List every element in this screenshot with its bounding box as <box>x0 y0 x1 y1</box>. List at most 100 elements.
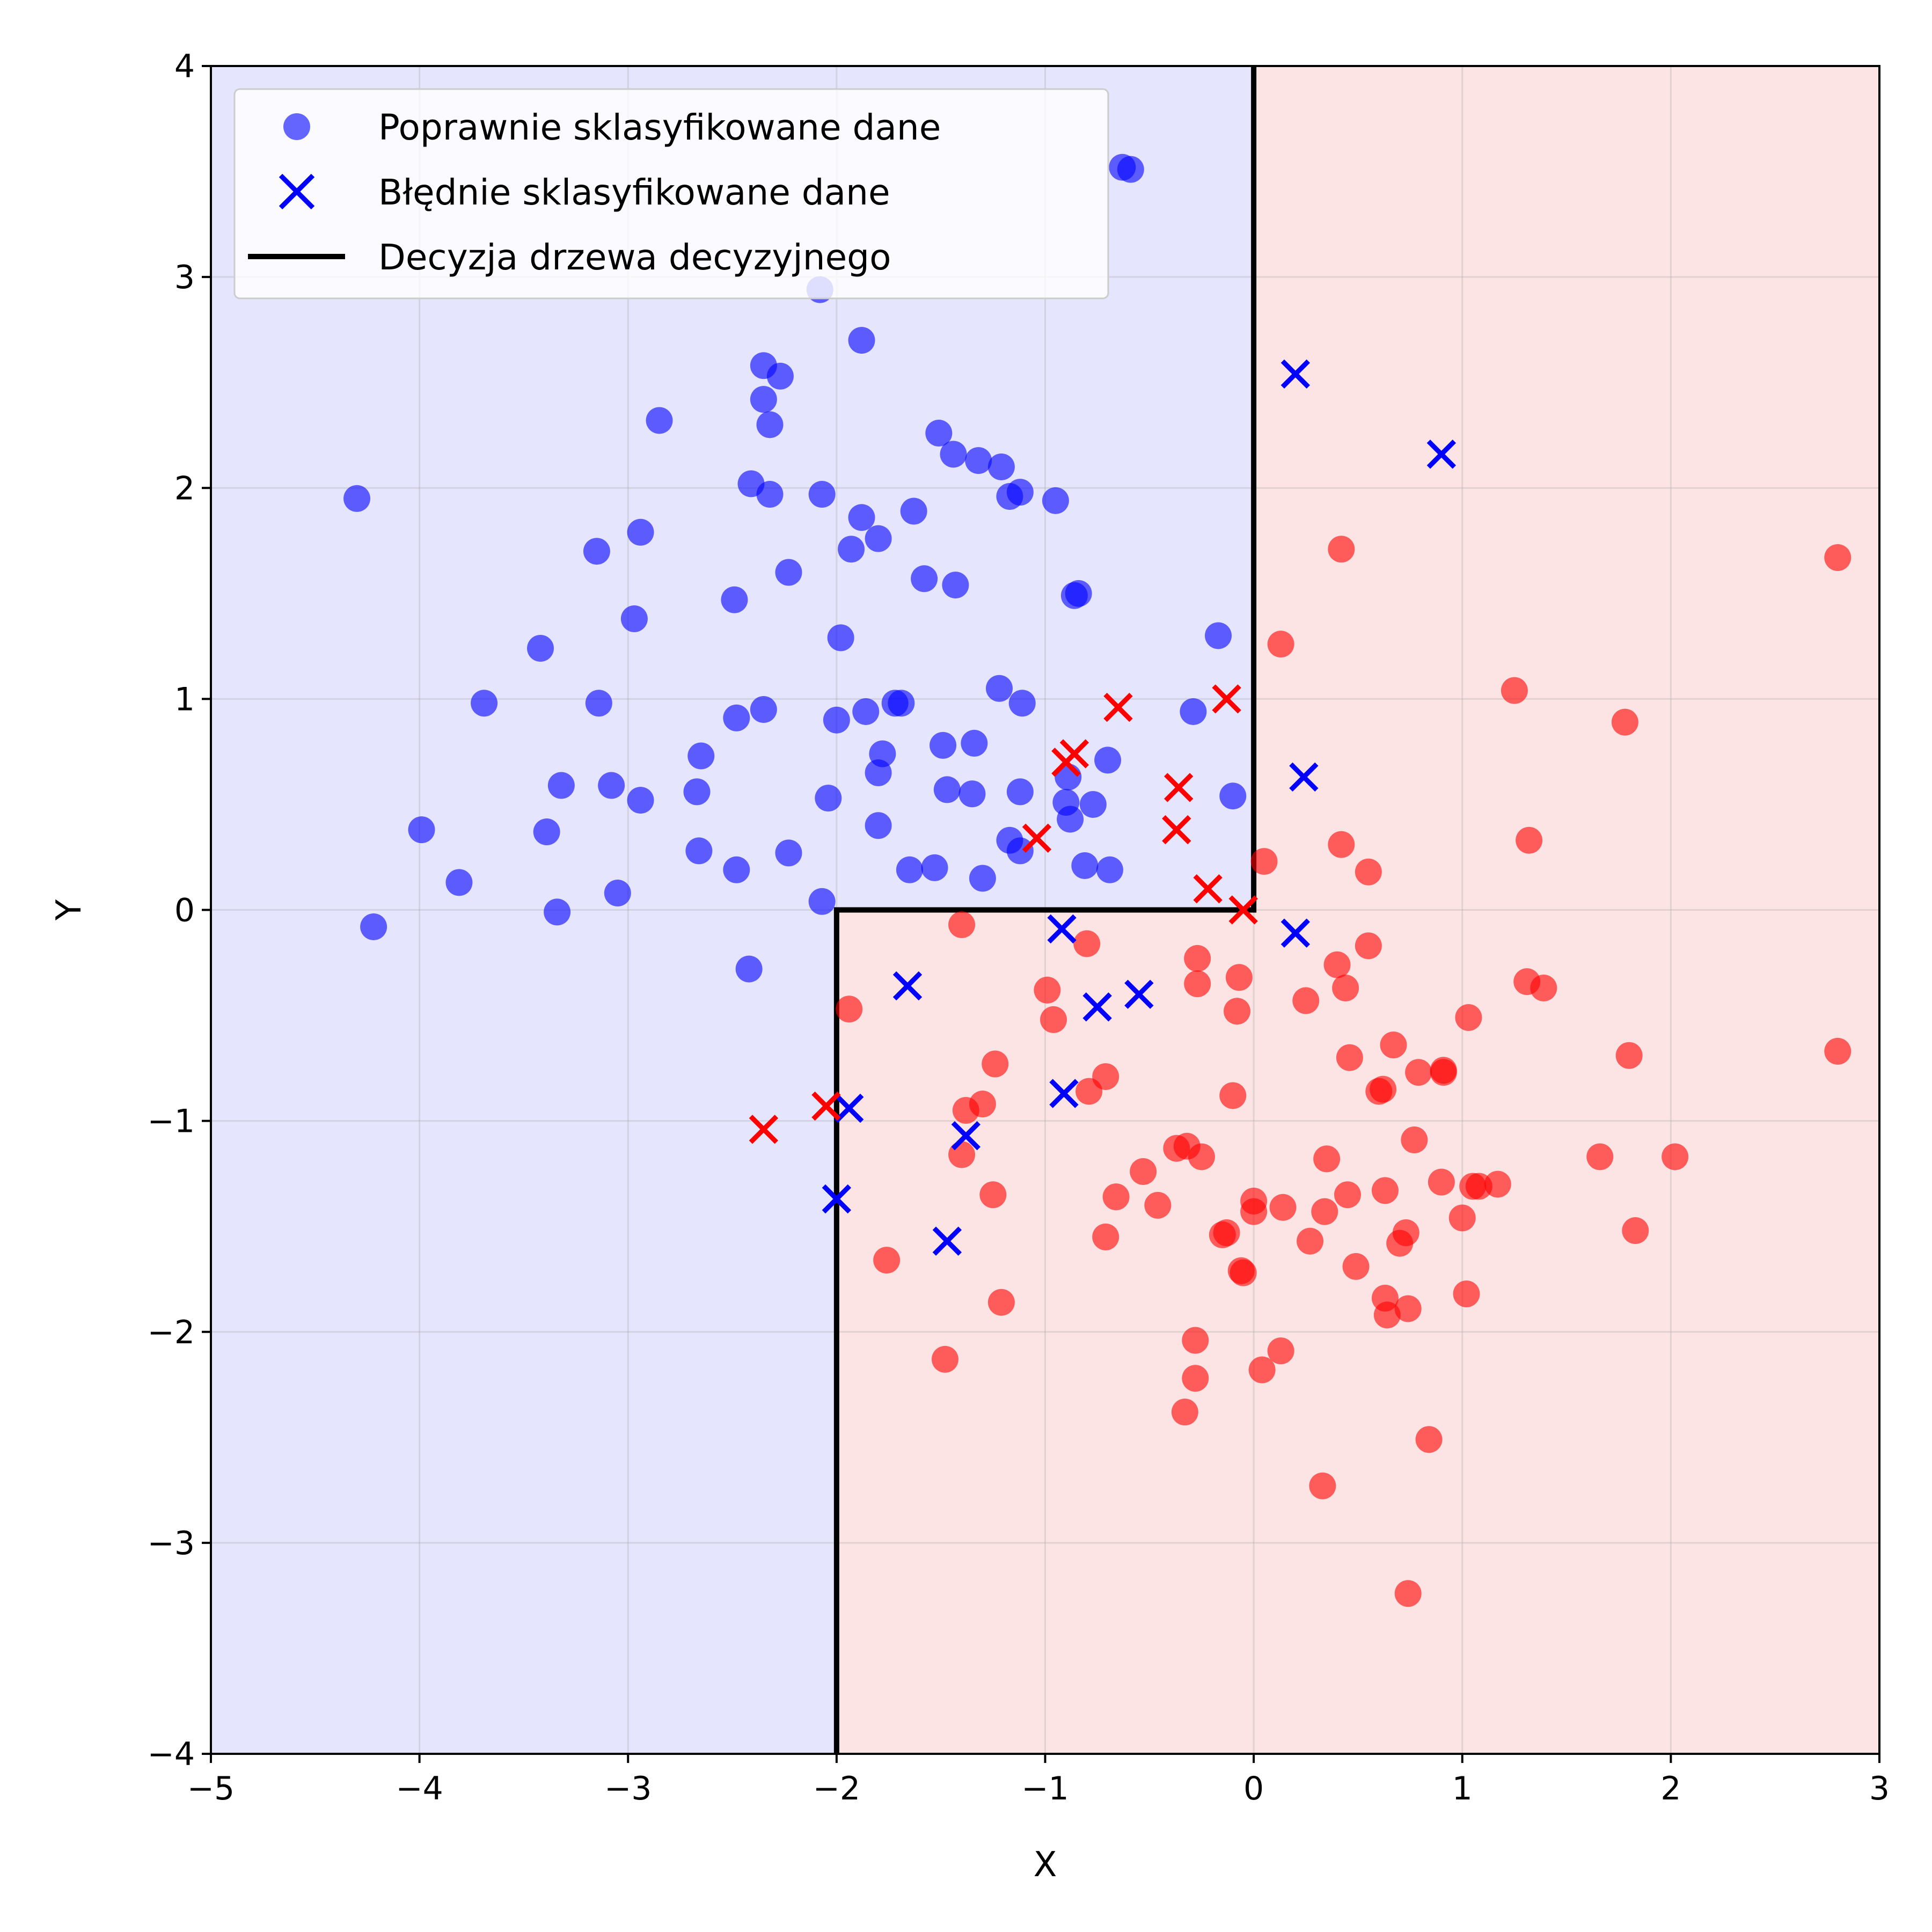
data-point-correct <box>533 818 560 846</box>
data-point-correct <box>750 386 777 413</box>
data-point-correct <box>1071 852 1099 879</box>
data-point-correct <box>1073 930 1101 957</box>
data-point-correct <box>750 696 777 723</box>
data-point-correct <box>1355 858 1382 885</box>
data-point-correct <box>838 536 865 563</box>
data-point-correct <box>823 706 850 734</box>
data-point-correct <box>1094 747 1122 774</box>
data-point-correct <box>1373 1301 1401 1329</box>
data-point-correct <box>1092 1063 1119 1091</box>
data-point-correct <box>1057 806 1084 833</box>
data-point-correct <box>1182 1365 1209 1392</box>
data-point-correct <box>896 856 923 883</box>
data-point-correct <box>766 362 794 390</box>
data-point-correct <box>1430 1057 1457 1084</box>
y-tick-label: 3 <box>174 259 195 296</box>
data-point-correct <box>1292 987 1320 1014</box>
data-point-incorrect <box>1193 874 1223 904</box>
data-point-correct <box>1065 580 1092 607</box>
data-point-incorrect <box>1124 979 1154 1009</box>
x-tick-label: 2 <box>1660 1770 1681 1807</box>
data-point-correct <box>873 1247 901 1274</box>
data-point-correct <box>1267 631 1294 658</box>
data-point-correct <box>756 481 784 508</box>
data-point-correct <box>1394 1295 1422 1322</box>
data-points <box>343 153 1851 1607</box>
data-point-correct <box>948 911 976 939</box>
data-point-correct <box>1484 1170 1511 1198</box>
x-tick-label: −2 <box>813 1770 860 1807</box>
data-point-correct <box>925 420 953 447</box>
data-point-correct <box>723 704 750 731</box>
data-point-correct <box>683 778 711 806</box>
x-tick-label: 3 <box>1869 1770 1890 1807</box>
data-point-correct <box>1269 1194 1297 1221</box>
data-point-correct <box>1040 1006 1067 1033</box>
data-point-correct <box>1448 1204 1476 1232</box>
data-point-incorrect <box>1047 914 1077 944</box>
data-point-correct <box>360 913 387 940</box>
legend-label-correct: Poprawnie sklasyfikowane dane <box>378 107 941 148</box>
decision-boundary <box>833 66 1257 1754</box>
data-point-incorrect <box>892 971 923 1001</box>
y-tick-label: −2 <box>148 1314 195 1351</box>
data-point-incorrect <box>1228 895 1258 925</box>
data-point-correct <box>969 1091 996 1118</box>
data-point-incorrect <box>749 1115 779 1144</box>
data-point-correct <box>1615 1042 1643 1069</box>
data-point-correct <box>1455 1004 1482 1031</box>
data-point-correct <box>942 572 969 599</box>
data-point-correct <box>1662 1143 1689 1170</box>
data-point-correct <box>869 740 896 767</box>
data-point-correct <box>1250 848 1278 875</box>
data-point-correct <box>1219 1082 1247 1109</box>
data-point-correct <box>1516 826 1543 854</box>
data-point-correct <box>900 497 927 525</box>
data-point-correct <box>527 635 554 662</box>
data-point-correct <box>627 787 654 814</box>
data-point-correct <box>979 1181 1007 1209</box>
data-point-correct <box>1405 1059 1432 1086</box>
data-point-incorrect <box>1212 684 1241 714</box>
data-point-correct <box>1102 1183 1130 1211</box>
data-point-correct <box>1184 970 1211 998</box>
data-point-correct <box>685 837 713 865</box>
legend-marker-correct <box>283 113 310 140</box>
data-point-correct <box>987 1289 1015 1316</box>
data-point-correct <box>865 525 892 552</box>
data-point-correct <box>808 481 836 508</box>
data-point-correct <box>933 776 961 803</box>
data-point-correct <box>1394 1580 1422 1607</box>
data-point-correct <box>1586 1143 1614 1170</box>
y-axis-label: Y <box>49 899 89 921</box>
data-point-correct <box>735 955 763 983</box>
data-point-incorrect <box>1164 773 1194 802</box>
data-point-correct <box>604 880 631 907</box>
data-point-incorrect <box>811 1091 841 1121</box>
data-point-correct <box>1328 536 1355 563</box>
data-point-correct <box>1313 1145 1341 1173</box>
data-point-correct <box>598 772 625 799</box>
region-class-a <box>211 66 1254 1754</box>
data-point-correct <box>1328 831 1355 858</box>
x-tick-label: 0 <box>1243 1770 1264 1807</box>
data-point-incorrect <box>1280 918 1311 948</box>
data-point-incorrect <box>835 1093 864 1123</box>
data-point-correct <box>1501 677 1528 704</box>
legend-label-incorrect: Błędnie sklasyfikowane dane <box>378 172 890 213</box>
data-point-correct <box>852 698 880 725</box>
data-point-correct <box>921 854 948 881</box>
y-tick-label: −3 <box>148 1525 195 1562</box>
data-point-correct <box>965 447 992 474</box>
data-point-correct <box>982 1050 1009 1078</box>
y-tick-label: 2 <box>174 470 195 507</box>
data-point-correct <box>1824 544 1851 571</box>
data-point-incorrect <box>1049 1079 1079 1108</box>
y-tick-label: 1 <box>174 680 195 718</box>
data-point-correct <box>1184 945 1211 972</box>
data-point-correct <box>1342 1253 1370 1280</box>
data-point-correct <box>1180 698 1207 725</box>
data-point-correct <box>1240 1198 1268 1225</box>
decision-regions <box>211 66 1879 1754</box>
data-point-correct <box>1622 1217 1649 1245</box>
